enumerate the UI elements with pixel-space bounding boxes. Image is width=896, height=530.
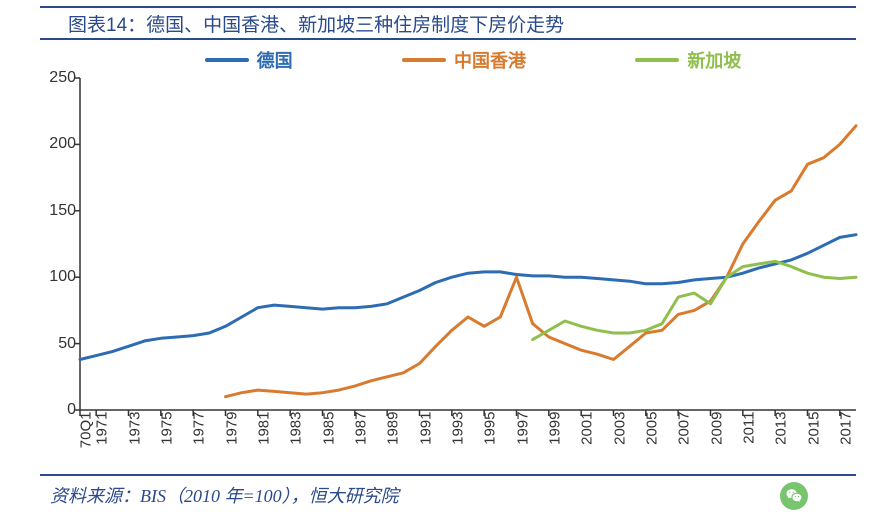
plot-svg xyxy=(80,78,856,410)
legend-label: 德国 xyxy=(257,47,293,73)
x-tick-label: 70Q1 xyxy=(78,412,95,449)
x-tick-label: 1971 xyxy=(94,412,111,445)
x-tick-label: 2011 xyxy=(740,412,757,444)
legend-label: 中国香港 xyxy=(454,47,526,73)
x-tick-label: 1987 xyxy=(352,412,369,445)
chart-container: 图表14：德国、中国香港、新加坡三种住房制度下房价走势 德国中国香港新加坡 05… xyxy=(0,0,896,530)
plot-area: 05010015020025070Q1197119731975197719791… xyxy=(80,78,856,410)
x-tick-label: 1979 xyxy=(223,412,240,445)
x-tick-label: 1977 xyxy=(191,412,208,445)
watermark-text: 泽平宏观 xyxy=(814,484,878,508)
x-tick-label: 1991 xyxy=(417,412,434,445)
x-tick-label: 2003 xyxy=(611,412,628,445)
x-tick-label: 2017 xyxy=(837,412,854,445)
y-tick-label: 150 xyxy=(38,202,76,220)
x-tick-label: 1995 xyxy=(482,412,499,445)
y-tick-label: 100 xyxy=(38,268,76,286)
legend-item: 中国香港 xyxy=(402,47,526,73)
legend-item: 新加坡 xyxy=(635,47,741,73)
series-hongkong xyxy=(226,126,857,397)
x-tick-label: 1999 xyxy=(546,412,563,445)
source-text: 资料来源：BIS（2010 年=100），恒大研究院 xyxy=(40,486,399,506)
legend-item: 德国 xyxy=(205,47,293,73)
legend-swatch xyxy=(205,58,249,62)
x-tick-label: 2007 xyxy=(676,412,693,445)
x-tick-label: 1989 xyxy=(385,412,402,445)
x-tick-label: 1973 xyxy=(126,412,143,445)
title-bar: 图表14：德国、中国香港、新加坡三种住房制度下房价走势 xyxy=(40,6,856,40)
series-singapore xyxy=(533,261,856,339)
legend-swatch xyxy=(402,58,446,62)
x-tick-label: 1985 xyxy=(320,412,337,445)
x-tick-label: 2001 xyxy=(579,412,596,445)
x-tick-label: 2015 xyxy=(805,412,822,445)
watermark: 泽平宏观 xyxy=(780,482,878,510)
x-tick-label: 1983 xyxy=(288,412,305,445)
y-tick-label: 200 xyxy=(38,135,76,153)
x-tick-label: 2009 xyxy=(708,412,725,445)
legend: 德国 中国香港 新加坡 xyxy=(150,45,796,75)
x-tick-label: 1975 xyxy=(158,412,175,445)
chart-title: 图表14：德国、中国香港、新加坡三种住房制度下房价走势 xyxy=(68,10,564,37)
y-tick-label: 250 xyxy=(38,69,76,87)
y-tick-label: 50 xyxy=(38,335,76,353)
wechat-icon xyxy=(780,482,808,510)
source-bar: 资料来源：BIS（2010 年=100），恒大研究院 xyxy=(40,474,856,508)
x-tick-label: 2005 xyxy=(643,412,660,445)
x-tick-label: 2013 xyxy=(773,412,790,445)
x-tick-label: 1981 xyxy=(255,412,272,445)
legend-label: 新加坡 xyxy=(687,47,741,73)
x-tick-label: 1993 xyxy=(449,412,466,445)
legend-swatch xyxy=(635,58,679,62)
x-tick-label: 1997 xyxy=(514,412,531,445)
y-tick-label: 0 xyxy=(38,401,76,419)
